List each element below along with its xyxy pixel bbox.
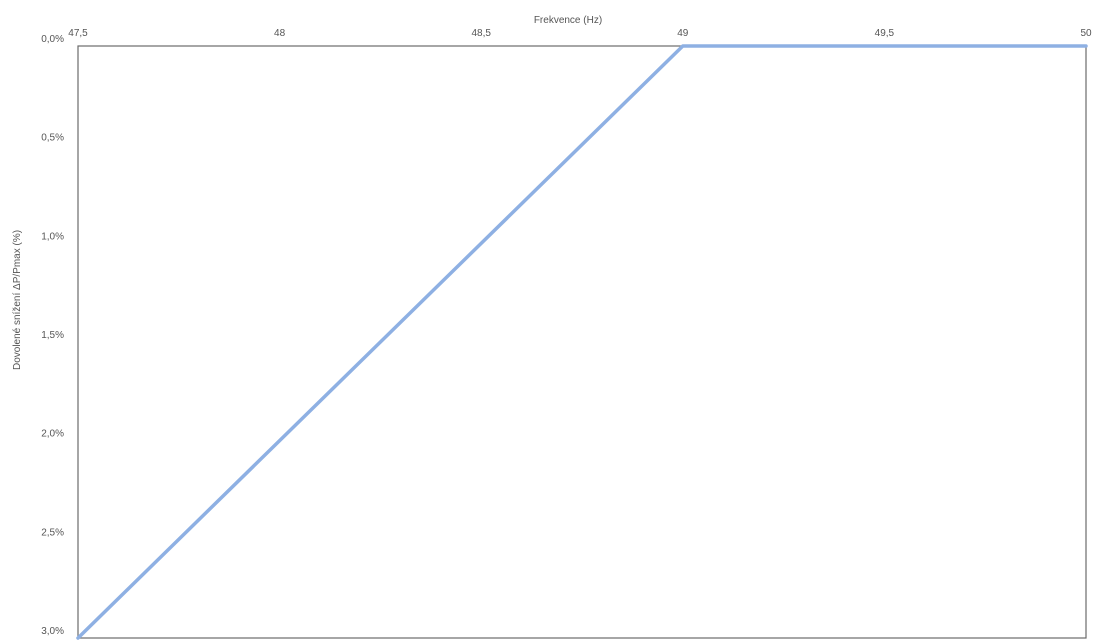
- x-tick-label: 48,5: [471, 28, 491, 39]
- y-tick-label: 0,5%: [41, 133, 64, 144]
- y-tick-label: 0,0%: [41, 34, 64, 45]
- plot-area-border: [77, 45, 1087, 639]
- series-point: [1085, 45, 1087, 47]
- series-point: [681, 45, 684, 47]
- y-tick-label: 2,0%: [41, 429, 64, 440]
- x-tick-label: 47,5: [68, 28, 88, 39]
- y-tick-label: 3,0%: [41, 626, 64, 637]
- x-tick-label: 49,5: [875, 28, 895, 39]
- x-tick-labels: 47,5 48 48,5 49 49,5 50: [68, 28, 1092, 39]
- y-tick-label: 2,5%: [41, 527, 64, 538]
- x-tick-label: 50: [1080, 28, 1092, 39]
- x-tick-label: 49: [677, 28, 689, 39]
- x-axis-title: Frekvence (Hz): [534, 15, 602, 26]
- y-axis-title: Dovolené snížení ΔP/Pmax (%): [12, 230, 23, 370]
- x-tick-label: 48: [274, 28, 286, 39]
- y-tick-label: 1,0%: [41, 231, 64, 242]
- series-line: [76, 44, 1088, 640]
- y-tick-labels: 0,0% 0,5% 1,0% 1,5% 2,0% 2,5% 3,0%: [41, 34, 64, 637]
- y-tick-label: 1,5%: [41, 330, 64, 341]
- series-point: [77, 637, 79, 639]
- series-layer: [76, 44, 1088, 640]
